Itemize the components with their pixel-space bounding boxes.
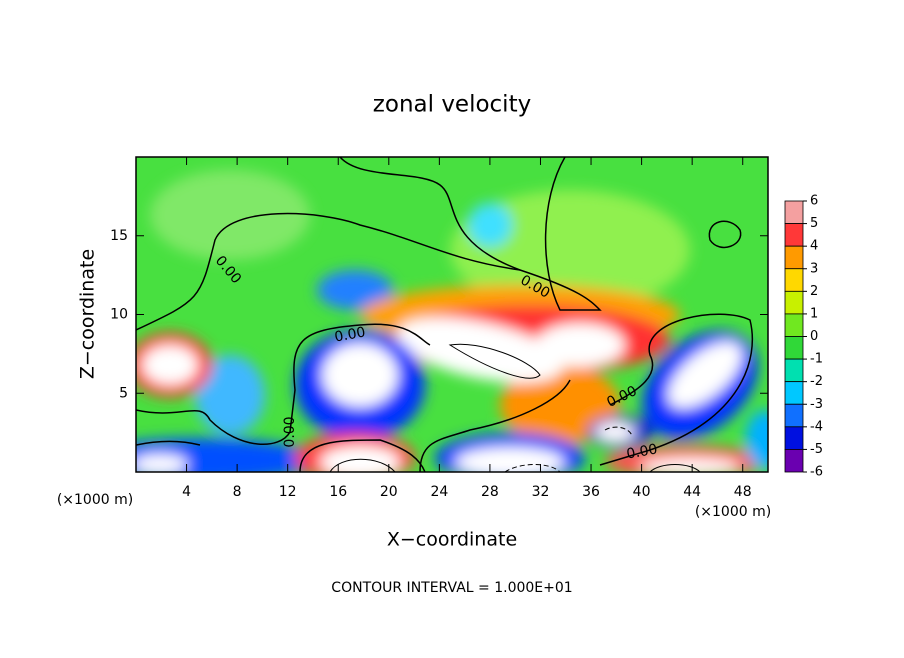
- x-tick-label: 44: [683, 484, 701, 500]
- colorbar-label: -5: [810, 442, 823, 457]
- x-tick-label: 20: [380, 484, 398, 500]
- x-tick-label: 40: [633, 484, 651, 500]
- x-tick-label: 28: [481, 484, 499, 500]
- y-tick-label: 15: [110, 228, 128, 244]
- x-tick-label: 48: [734, 484, 752, 500]
- colorbar-band: [784, 245, 804, 270]
- colorbar-label: -3: [810, 397, 823, 412]
- colorbar-label: 2: [810, 284, 818, 299]
- x-unit: (×1000 m): [695, 504, 771, 520]
- colorbar-band: [784, 336, 804, 360]
- x-tick-label: 8: [233, 484, 242, 500]
- chart-title: zonal velocity: [373, 92, 531, 118]
- colorbar-band: [784, 358, 804, 383]
- colorbar-label: -2: [810, 374, 823, 389]
- contour-label: 0.00: [333, 324, 366, 345]
- x-tick-label: 24: [430, 484, 448, 500]
- colorbar-label: 6: [810, 194, 818, 209]
- colorbar-label: 0: [810, 329, 818, 344]
- x-tick-label: 4: [182, 484, 191, 500]
- colorbar-label: -4: [810, 419, 823, 434]
- x-tick-label: 16: [329, 484, 347, 500]
- colorbar-label: 5: [810, 216, 818, 231]
- colorbar-band: [784, 223, 804, 247]
- contour-label: 0.00: [282, 416, 298, 447]
- y-unit: (×1000 m): [57, 492, 133, 508]
- note: CONTOUR INTERVAL = 1.000E+01: [331, 580, 572, 596]
- y-axis-label: Z−coordinate: [77, 249, 99, 379]
- x-axis-label: X−coordinate: [387, 529, 517, 551]
- colorbar-band: [784, 403, 804, 428]
- colorbar-label: 3: [810, 261, 818, 276]
- colorbar-band: [784, 290, 804, 315]
- colorbar-label: -6: [810, 465, 823, 480]
- colorbar-band: [784, 449, 804, 473]
- x-tick-label: 32: [532, 484, 550, 500]
- colorbar-band: [784, 381, 804, 405]
- x-tick-label: 36: [582, 484, 600, 500]
- colorbar-label: 4: [810, 239, 818, 254]
- colorbar-band: [784, 426, 804, 450]
- x-tick-label: 12: [279, 484, 297, 500]
- y-tick-label: 10: [110, 307, 128, 323]
- contour-label: 0.00: [625, 441, 658, 462]
- colorbar-band: [784, 200, 804, 224]
- colorbar-band: [784, 313, 804, 337]
- colorbar-label: -1: [810, 352, 823, 367]
- colorbar-label: 1: [810, 306, 818, 321]
- field: [136, 157, 768, 472]
- y-tick-label: 5: [119, 385, 128, 401]
- colorbar-band: [784, 268, 804, 292]
